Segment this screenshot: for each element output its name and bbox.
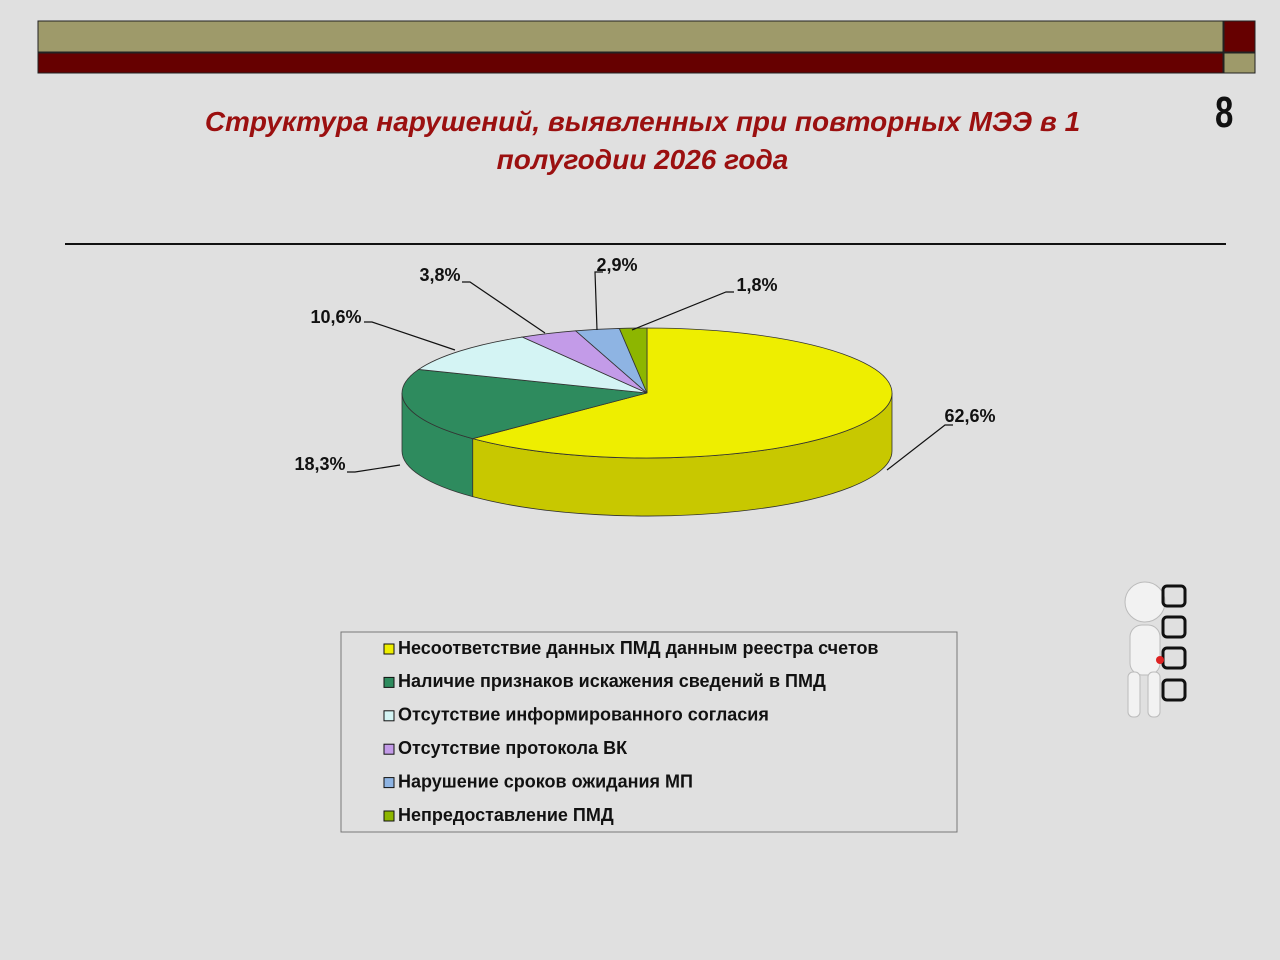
header-square (1223, 20, 1256, 53)
header-bar (37, 20, 1224, 53)
leader-line (631, 291, 734, 331)
legend-swatch (383, 710, 395, 722)
legend-label: Нарушение сроков ожидания МП (398, 771, 693, 791)
legend-swatch (383, 777, 395, 789)
leader-line (462, 281, 546, 334)
legend-label: Непредоставление ПМД (398, 805, 614, 825)
data-label: 1,8% (736, 275, 777, 295)
chart-title: Структура нарушений, выявленных при повт… (204, 106, 1081, 175)
legend-swatch (383, 643, 395, 655)
data-label: 10,6% (310, 307, 361, 327)
leader-line (594, 271, 603, 331)
legend-box (340, 631, 958, 833)
legend-swatch (383, 676, 395, 688)
data-label: 62,6% (944, 406, 995, 426)
legend-label: Отсутствие протокола ВК (398, 738, 628, 758)
data-label: 2,9% (596, 255, 637, 275)
leader-line (364, 321, 456, 351)
pie-slice (417, 336, 648, 394)
leader-line (886, 424, 953, 471)
figure-icon (1124, 581, 1187, 718)
pie-slice (471, 327, 893, 459)
leader-line (347, 464, 401, 473)
pie-side-shade (472, 393, 892, 516)
legend-swatch (383, 743, 395, 755)
header-bar (37, 52, 1224, 74)
legend-label: Наличие признаков искажения сведений в П… (398, 671, 826, 691)
slide-number: 8 (1215, 88, 1234, 137)
pie-slice (618, 327, 648, 394)
legend-swatch (383, 810, 395, 822)
data-label: 18,3% (294, 454, 345, 474)
header-square (1223, 52, 1256, 74)
data-label: 3,8% (419, 265, 460, 285)
legend-label: Отсутствие информированного согласия (398, 705, 769, 725)
legend-label: Несоответствие данных ПМД данным реестра… (398, 638, 879, 658)
